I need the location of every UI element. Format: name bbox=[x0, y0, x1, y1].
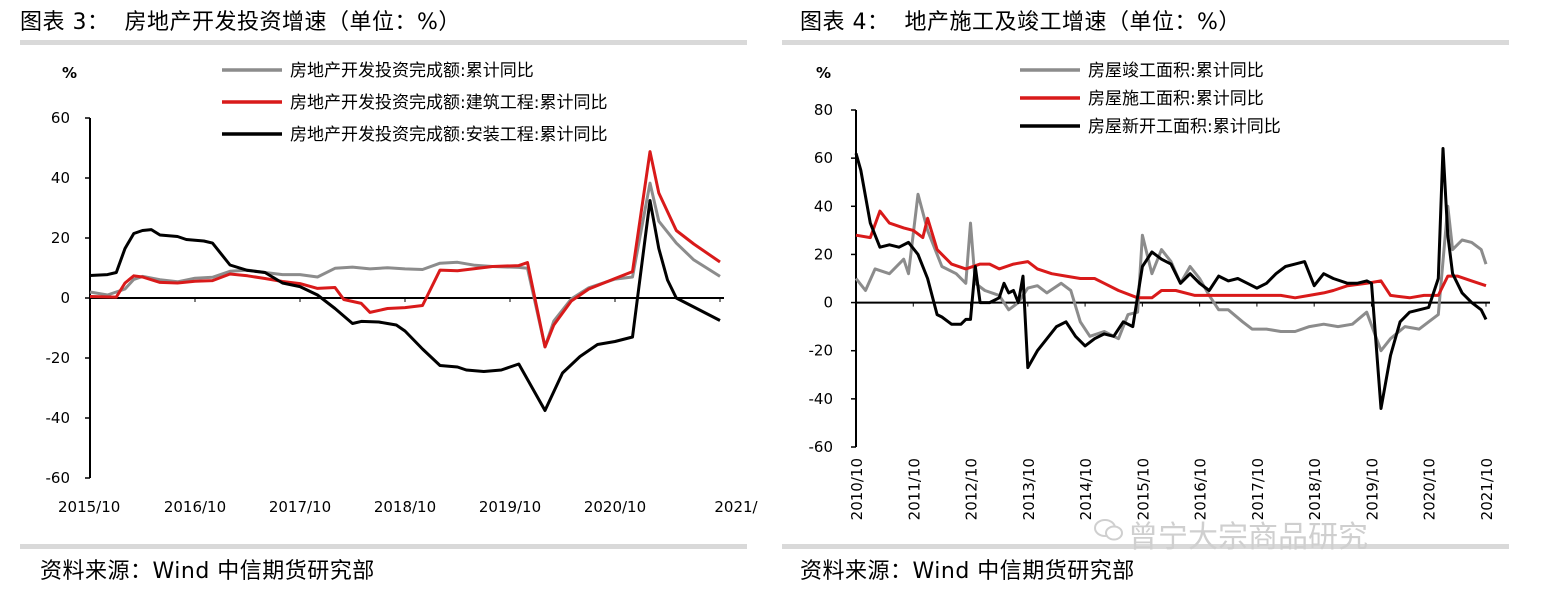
figure-3-bottom-rule bbox=[20, 544, 747, 549]
fig4-y-tick-label: 80 bbox=[814, 101, 833, 119]
fig3-x-tick-label: 2016/10 bbox=[164, 498, 226, 516]
fig4-y-tick-label: 40 bbox=[814, 197, 833, 215]
fig3-y-tick-label: -60 bbox=[46, 469, 71, 487]
fig4-y-tick-label: -40 bbox=[809, 390, 834, 408]
wechat-icon bbox=[1094, 519, 1123, 541]
fig4-x-tick-label: 2014/10 bbox=[1077, 458, 1095, 520]
fig3-series-line-3 bbox=[89, 199, 721, 412]
fig4-x-tick-label: 2015/10 bbox=[1134, 458, 1152, 520]
fig3-x-tick-label: 2021/ bbox=[714, 498, 758, 516]
fig3-series-line-1 bbox=[89, 181, 721, 349]
fig4-series-line-1 bbox=[854, 192, 1488, 353]
watermark-text: 曾宁大宗商品研究 bbox=[1128, 520, 1368, 555]
figure-4-bottom-rule bbox=[782, 544, 1509, 549]
fig3-x-tick-label: 2020/10 bbox=[584, 498, 646, 516]
fig4-legend-label: 房屋施工面积:累计同比 bbox=[1088, 89, 1264, 109]
fig4-x-tick-label: 2018/10 bbox=[1306, 458, 1324, 520]
fig4-x-tick-label: 2021/10 bbox=[1478, 458, 1496, 520]
fig4-y-tick-label: 0 bbox=[823, 294, 833, 312]
fig3-x-tick-label: 2015/10 bbox=[58, 498, 120, 516]
fig3-y-tick-label: 20 bbox=[51, 229, 70, 247]
fig4-series-line-2 bbox=[855, 209, 1487, 300]
fig3-legend-label: 房地产开发投资完成额:安装工程:累计同比 bbox=[290, 125, 607, 145]
fig3-y-tick-label: 60 bbox=[51, 109, 70, 127]
fig4-x-tick-label: 2013/10 bbox=[1020, 458, 1038, 520]
fig3-x-tick-label: 2019/10 bbox=[479, 498, 541, 516]
figure-3-top-rule bbox=[20, 40, 747, 45]
figure-3-title: 图表 3： 房地产开发投资增速（单位：%） bbox=[20, 10, 461, 35]
fig3-legend-label: 房地产开发投资完成额:建筑工程:累计同比 bbox=[290, 93, 607, 113]
fig4-x-tick-label: 2016/10 bbox=[1192, 458, 1210, 520]
fig3-unit-label: % bbox=[62, 64, 77, 82]
figure-4-title: 图表 4： 地产施工及竣工增速（单位：%） bbox=[800, 10, 1241, 35]
fig3-y-tick-label: -20 bbox=[46, 349, 71, 367]
fig3-y-tick-label: 40 bbox=[51, 169, 70, 187]
fig3-x-tick-label: 2018/10 bbox=[374, 498, 436, 516]
fig4-unit-label: % bbox=[816, 64, 831, 82]
fig4-x-tick-label: 2020/10 bbox=[1421, 458, 1439, 520]
figure-3-source: 资料来源：Wind 中信期货研究部 bbox=[40, 559, 375, 584]
figure-4-source: 资料来源：Wind 中信期货研究部 bbox=[800, 559, 1135, 584]
fig4-legend-label: 房屋竣工面积:累计同比 bbox=[1088, 61, 1264, 81]
fig4-x-tick-label: 2017/10 bbox=[1249, 458, 1267, 520]
fig4-series-line-3 bbox=[854, 147, 1488, 410]
fig4-legend-label: 房屋新开工面积:累计同比 bbox=[1088, 117, 1281, 137]
fig3-y-tick-label: -40 bbox=[46, 409, 71, 427]
fig4-x-tick-label: 2010/10 bbox=[848, 458, 866, 520]
fig4-x-tick-label: 2012/10 bbox=[963, 458, 981, 520]
fig4-y-tick-label: 20 bbox=[814, 245, 833, 263]
fig4-y-tick-label: -60 bbox=[809, 438, 834, 456]
fig3-x-tick-label: 2017/10 bbox=[269, 498, 331, 516]
fig4-y-tick-label: 60 bbox=[814, 149, 833, 167]
fig4-x-tick-label: 2019/10 bbox=[1363, 458, 1381, 520]
fig4-y-tick-label: -20 bbox=[809, 342, 834, 360]
fig3-series-line-2 bbox=[89, 150, 721, 349]
figure-4-top-rule bbox=[782, 40, 1509, 45]
fig3-y-tick-label: 0 bbox=[60, 289, 70, 307]
fig3-legend-label: 房地产开发投资完成额:累计同比 bbox=[290, 61, 534, 81]
fig4-x-tick-label: 2011/10 bbox=[905, 458, 923, 520]
